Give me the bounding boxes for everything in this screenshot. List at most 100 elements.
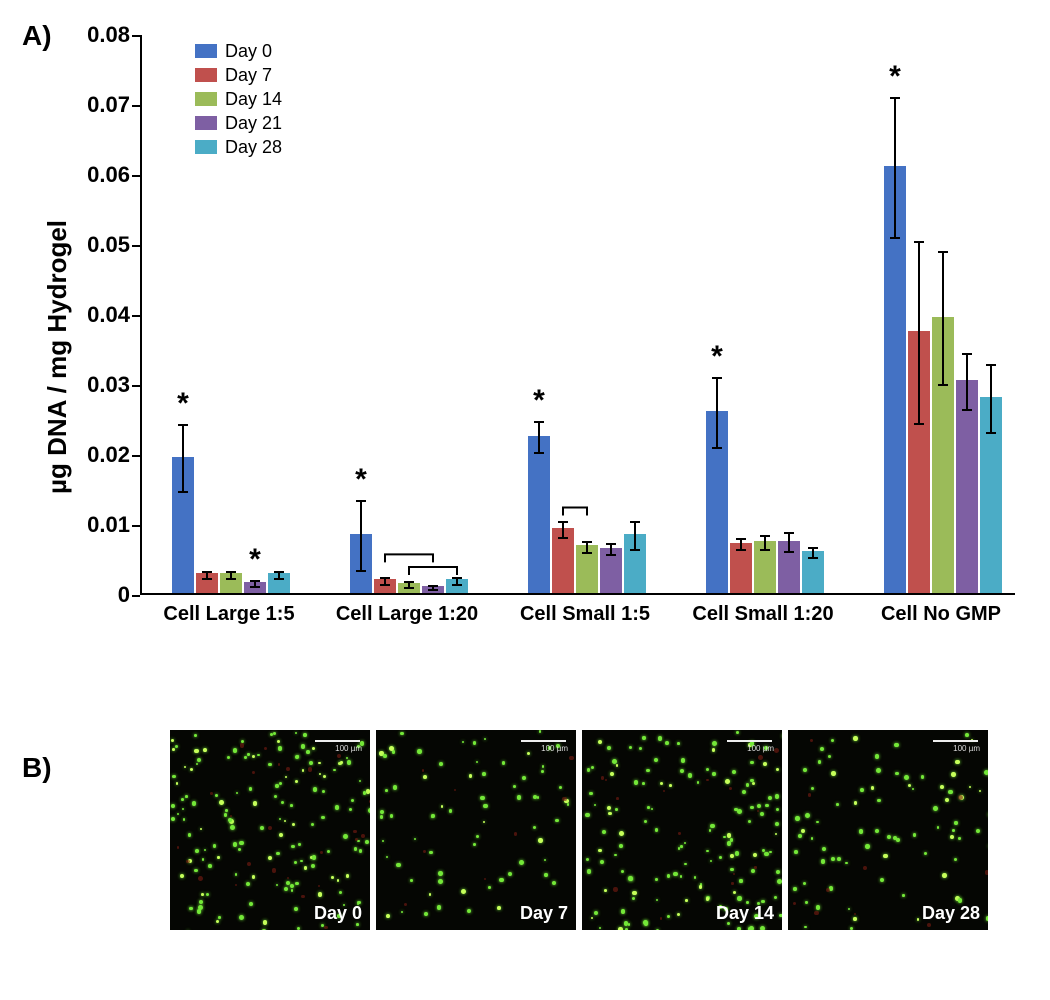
- error-bar: [966, 354, 968, 410]
- error-bar-cap: [380, 577, 390, 579]
- error-bar: [716, 378, 718, 448]
- error-bar-cap: [356, 570, 366, 572]
- error-bar-cap: [986, 364, 996, 366]
- scalebar: [521, 740, 566, 742]
- error-bar-cap: [404, 581, 414, 583]
- error-bar-cap: [962, 353, 972, 355]
- scalebar: [315, 740, 360, 742]
- legend-label: Day 28: [225, 137, 282, 158]
- bar: [956, 380, 978, 594]
- significance-asterisk: *: [177, 387, 189, 421]
- error-bar: [788, 533, 790, 551]
- category-label: Cell Large 1:5: [163, 603, 294, 626]
- y-tick-label: 0.08: [60, 22, 130, 48]
- y-tick-mark: [132, 455, 140, 457]
- error-bar-cap: [938, 384, 948, 386]
- category-label: Cell Large 1:20: [336, 603, 478, 626]
- error-bar-cap: [274, 578, 284, 580]
- error-bar: [990, 365, 992, 432]
- significance-asterisk: *: [711, 340, 723, 374]
- error-bar: [538, 422, 540, 453]
- legend-swatch: [195, 116, 217, 130]
- y-tick-mark: [132, 35, 140, 37]
- error-bar: [634, 522, 636, 550]
- error-bar: [360, 501, 362, 571]
- scalebar-label: 100 µm: [541, 744, 568, 753]
- error-bar-cap: [558, 521, 568, 523]
- error-bar-cap: [606, 543, 616, 545]
- error-bar-cap: [226, 571, 236, 573]
- y-tick-mark: [132, 315, 140, 317]
- legend-item: Day 0: [195, 40, 282, 62]
- error-bar-cap: [890, 237, 900, 239]
- error-bar-cap: [784, 551, 794, 553]
- error-bar-cap: [784, 532, 794, 534]
- bar: [528, 436, 550, 594]
- error-bar-cap: [250, 580, 260, 582]
- error-bar-cap: [986, 432, 996, 434]
- micrograph-caption: Day 0: [314, 903, 362, 924]
- y-tick-label: 0.05: [60, 232, 130, 258]
- error-bar-cap: [250, 586, 260, 588]
- error-bar-cap: [452, 584, 462, 586]
- error-bar: [182, 425, 184, 492]
- legend-label: Day 21: [225, 113, 282, 134]
- error-bar-cap: [534, 452, 544, 454]
- scalebar-label: 100 µm: [747, 744, 774, 753]
- micrograph-row: 100 µmDay 0100 µmDay 7100 µmDay 14100 µm…: [170, 730, 988, 930]
- error-bar-cap: [736, 549, 746, 551]
- significance-asterisk: *: [355, 463, 367, 497]
- legend-swatch: [195, 140, 217, 154]
- y-tick-mark: [132, 175, 140, 177]
- legend-item: Day 28: [195, 136, 282, 158]
- legend: Day 0 Day 7 Day 14 Day 21 Day 28: [195, 40, 282, 160]
- scalebar: [933, 740, 978, 742]
- error-bar-cap: [202, 578, 212, 580]
- error-bar-cap: [582, 541, 592, 543]
- category-label: Cell Small 1:5: [520, 603, 650, 626]
- error-bar-cap: [914, 423, 924, 425]
- error-bar: [894, 98, 896, 238]
- panel-a-label: A): [22, 20, 52, 52]
- y-tick-mark: [132, 385, 140, 387]
- error-bar: [764, 536, 766, 550]
- error-bar-cap: [712, 447, 722, 449]
- micrograph: 100 µmDay 14: [582, 730, 782, 930]
- scalebar: [727, 740, 772, 742]
- error-bar-cap: [452, 577, 462, 579]
- y-tick-mark: [132, 525, 140, 527]
- micrograph: 100 µm Day 0: [170, 730, 370, 930]
- y-tick-label: 0.06: [60, 162, 130, 188]
- y-tick-label: 0.04: [60, 302, 130, 328]
- panel-b-label: B): [22, 752, 52, 784]
- error-bar: [942, 252, 944, 385]
- legend-label: Day 7: [225, 65, 272, 86]
- legend-label: Day 14: [225, 89, 282, 110]
- legend-item: Day 14: [195, 88, 282, 110]
- micrograph: 100 µmDay 7: [376, 730, 576, 930]
- scalebar-label: 100 µm: [953, 744, 980, 753]
- error-bar-cap: [380, 584, 390, 586]
- significance-bracket: [385, 554, 433, 562]
- y-tick-label: 0.01: [60, 512, 130, 538]
- error-bar-cap: [808, 557, 818, 559]
- y-tick-mark: [132, 105, 140, 107]
- error-bar-cap: [558, 537, 568, 539]
- error-bar-cap: [534, 421, 544, 423]
- legend-swatch: [195, 68, 217, 82]
- error-bar-cap: [226, 578, 236, 580]
- legend-label: Day 0: [225, 41, 272, 62]
- scalebar-label: 100 µm: [335, 744, 362, 753]
- error-bar-cap: [630, 549, 640, 551]
- error-bar-cap: [428, 585, 438, 587]
- error-bar-cap: [712, 377, 722, 379]
- error-bar-cap: [274, 571, 284, 573]
- legend-item: Day 7: [195, 64, 282, 86]
- error-bar-cap: [736, 538, 746, 540]
- legend-swatch: [195, 44, 217, 58]
- error-bar-cap: [356, 500, 366, 502]
- error-bar-cap: [178, 424, 188, 426]
- legend-item: Day 21: [195, 112, 282, 134]
- y-tick-label: 0.02: [60, 442, 130, 468]
- error-bar-cap: [962, 409, 972, 411]
